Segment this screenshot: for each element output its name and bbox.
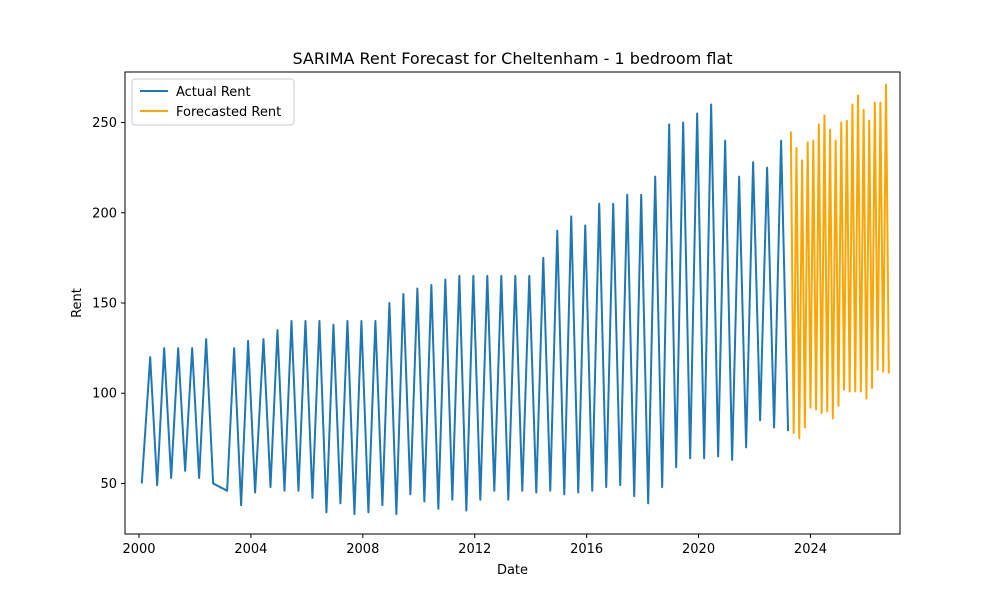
legend-label-forecasted-rent: Forecasted Rent [176, 105, 281, 120]
legend: Actual Rent Forecasted Rent [131, 78, 295, 126]
x-tick-label: 2008 [346, 542, 379, 557]
series-line-forecasted-rent [789, 83, 890, 440]
x-tick-label: 2020 [682, 542, 715, 557]
y-tick-label: 200 [92, 206, 117, 221]
series-line-actual-rent [140, 103, 790, 516]
plot-area [124, 71, 901, 535]
y-tick-label: 50 [100, 477, 117, 492]
y-axis: 50 100 150 200 250 [92, 116, 125, 492]
x-tick-label: 2024 [794, 542, 827, 557]
chart-title: SARIMA Rent Forecast for Cheltenham - 1 … [292, 49, 732, 68]
series-layer [140, 83, 890, 516]
x-tick-label: 2016 [570, 542, 603, 557]
y-tick-label: 100 [92, 387, 117, 402]
legend-label-actual-rent: Actual Rent [176, 85, 251, 100]
y-tick-label: 150 [92, 297, 117, 312]
x-axis-label: Date [497, 563, 528, 578]
x-axis: 2000 2004 2008 2012 2016 2020 2024 [122, 534, 827, 557]
y-axis-label: Rent [70, 288, 85, 318]
x-tick-label: 2004 [234, 542, 267, 557]
x-tick-label: 2012 [458, 542, 491, 557]
legend-box [131, 78, 295, 126]
y-tick-label: 250 [92, 116, 117, 131]
x-tick-label: 2000 [122, 542, 155, 557]
